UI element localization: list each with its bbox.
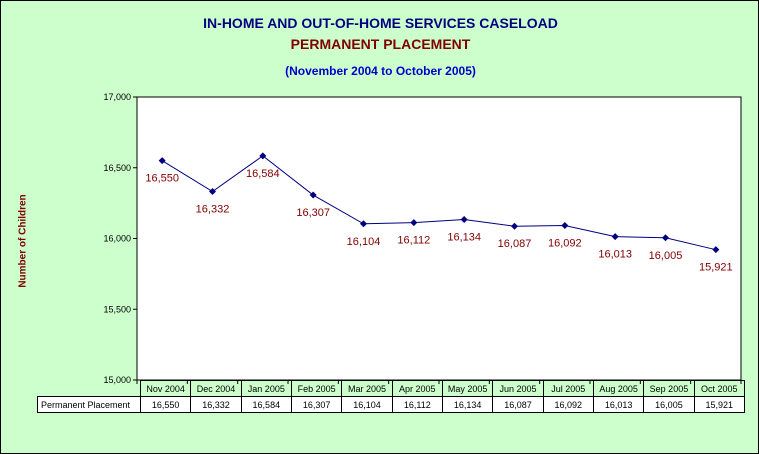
data-label: 16,584 [246,168,280,180]
data-table-series-name: Permanent Placement [37,396,141,413]
y-tick-label: 15,500 [103,304,131,314]
data-label: 16,104 [347,236,381,248]
table-category: Mar 2005 [341,380,393,397]
table-value: 16,087 [492,396,544,413]
chart-title: IN-HOME AND OUT-OF-HOME SERVICES CASELOA… [203,15,558,31]
data-point [561,221,569,229]
data-label: 15,921 [699,262,733,274]
data-points [158,152,720,254]
table-category: Oct 2005 [693,380,745,397]
y-axis-ticks: 15,000 15,500 16,000 16,500 17,000 [103,92,137,385]
data-table-header-row: Nov 2004 Dec 2004 Jan 2005 Feb 2005 Mar 2005… [38,380,745,397]
table-value: 15,921 [693,396,745,413]
data-table-value-row: Permanent Placement 16,550 16,332 16,584 16… [37,396,745,413]
table-category: Nov 2004 [139,380,192,397]
data-label: 16,087 [498,238,532,250]
plot-area [136,96,742,381]
table-value: 16,332 [190,396,242,413]
data-point [511,222,518,230]
data-point [360,220,367,228]
table-value: 16,104 [341,396,393,413]
table-value: 16,005 [643,396,695,413]
data-point [209,188,216,196]
table-category: Jul 2005 [542,380,594,397]
table-category: Aug 2005 [592,380,645,397]
y-tick-label: 15,000 [103,375,131,385]
table-category: Jan 2005 [240,380,292,397]
data-label: 16,307 [296,207,330,219]
table-value: 16,307 [290,396,343,413]
series-line [161,155,716,251]
data-label: 16,112 [397,235,430,247]
data-label: 16,092 [548,237,582,249]
data-label: 16,332 [196,204,230,216]
data-point [611,233,619,241]
table-category: Jun 2005 [492,380,544,397]
chart-subtitle: PERMANENT PLACEMENT [290,36,471,52]
data-table: Nov 2004 Dec 2004 Jan 2005 Feb 2005 Mar 2005… [37,380,745,413]
y-tick-label: 16,500 [103,163,131,173]
data-point [259,152,267,160]
y-tick-label: 16,000 [103,234,131,244]
date-range: (November 2004 to October 2005) [285,64,476,78]
data-label: 16,005 [649,250,683,262]
table-value: 16,013 [592,396,645,413]
data-label: 16,013 [598,249,632,261]
table-value: 16,134 [441,396,494,413]
data-point [460,216,468,224]
data-point [309,191,317,199]
data-labels: 16,550 16,332 16,584 16,307 16,104 16,112 16,1… [145,168,732,274]
table-value: 16,584 [240,396,292,413]
y-tick-label: 17,000 [103,92,131,102]
data-table-corner [38,381,141,397]
table-category: Dec 2004 [190,380,242,397]
table-category: Apr 2005 [391,380,443,397]
data-point [158,157,166,165]
table-value: 16,112 [391,396,443,413]
data-point [410,219,418,227]
table-category: Feb 2005 [290,380,343,397]
data-point [712,246,720,254]
data-label: 16,550 [145,173,179,185]
table-category: May 2005 [441,380,494,397]
table-category: Sep 2005 [643,380,695,397]
data-label: 16,134 [447,232,481,244]
data-point [662,234,669,242]
table-value: 16,092 [542,396,594,413]
table-value: 16,550 [139,396,192,413]
